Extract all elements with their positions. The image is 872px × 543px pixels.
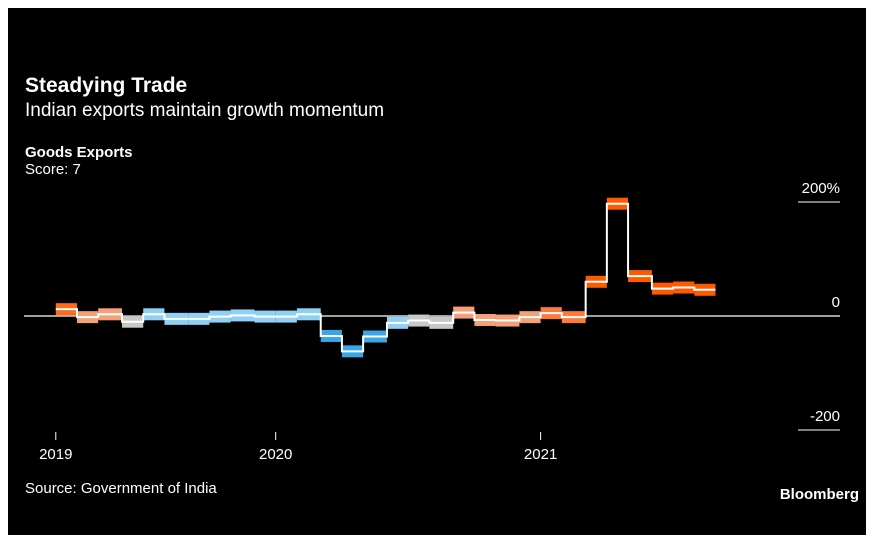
score: Score: 7 xyxy=(25,161,81,178)
background xyxy=(8,8,866,535)
x-tick-label: 2020 xyxy=(259,446,292,463)
x-tick-label: 2021 xyxy=(524,446,557,463)
brand: Bloomberg xyxy=(780,486,859,503)
series-title: Goods Exports xyxy=(25,144,133,161)
y-tick-label: -200 xyxy=(810,408,840,425)
y-tick-label: 200% xyxy=(802,180,840,197)
x-tick-label: 2019 xyxy=(39,446,72,463)
y-tick-label: 0 xyxy=(832,294,840,311)
chart-subtitle: Indian exports maintain growth momentum xyxy=(25,100,384,121)
step-line xyxy=(55,202,716,353)
source: Source: Government of India xyxy=(25,480,217,497)
chart-title: Steadying Trade xyxy=(25,74,187,97)
